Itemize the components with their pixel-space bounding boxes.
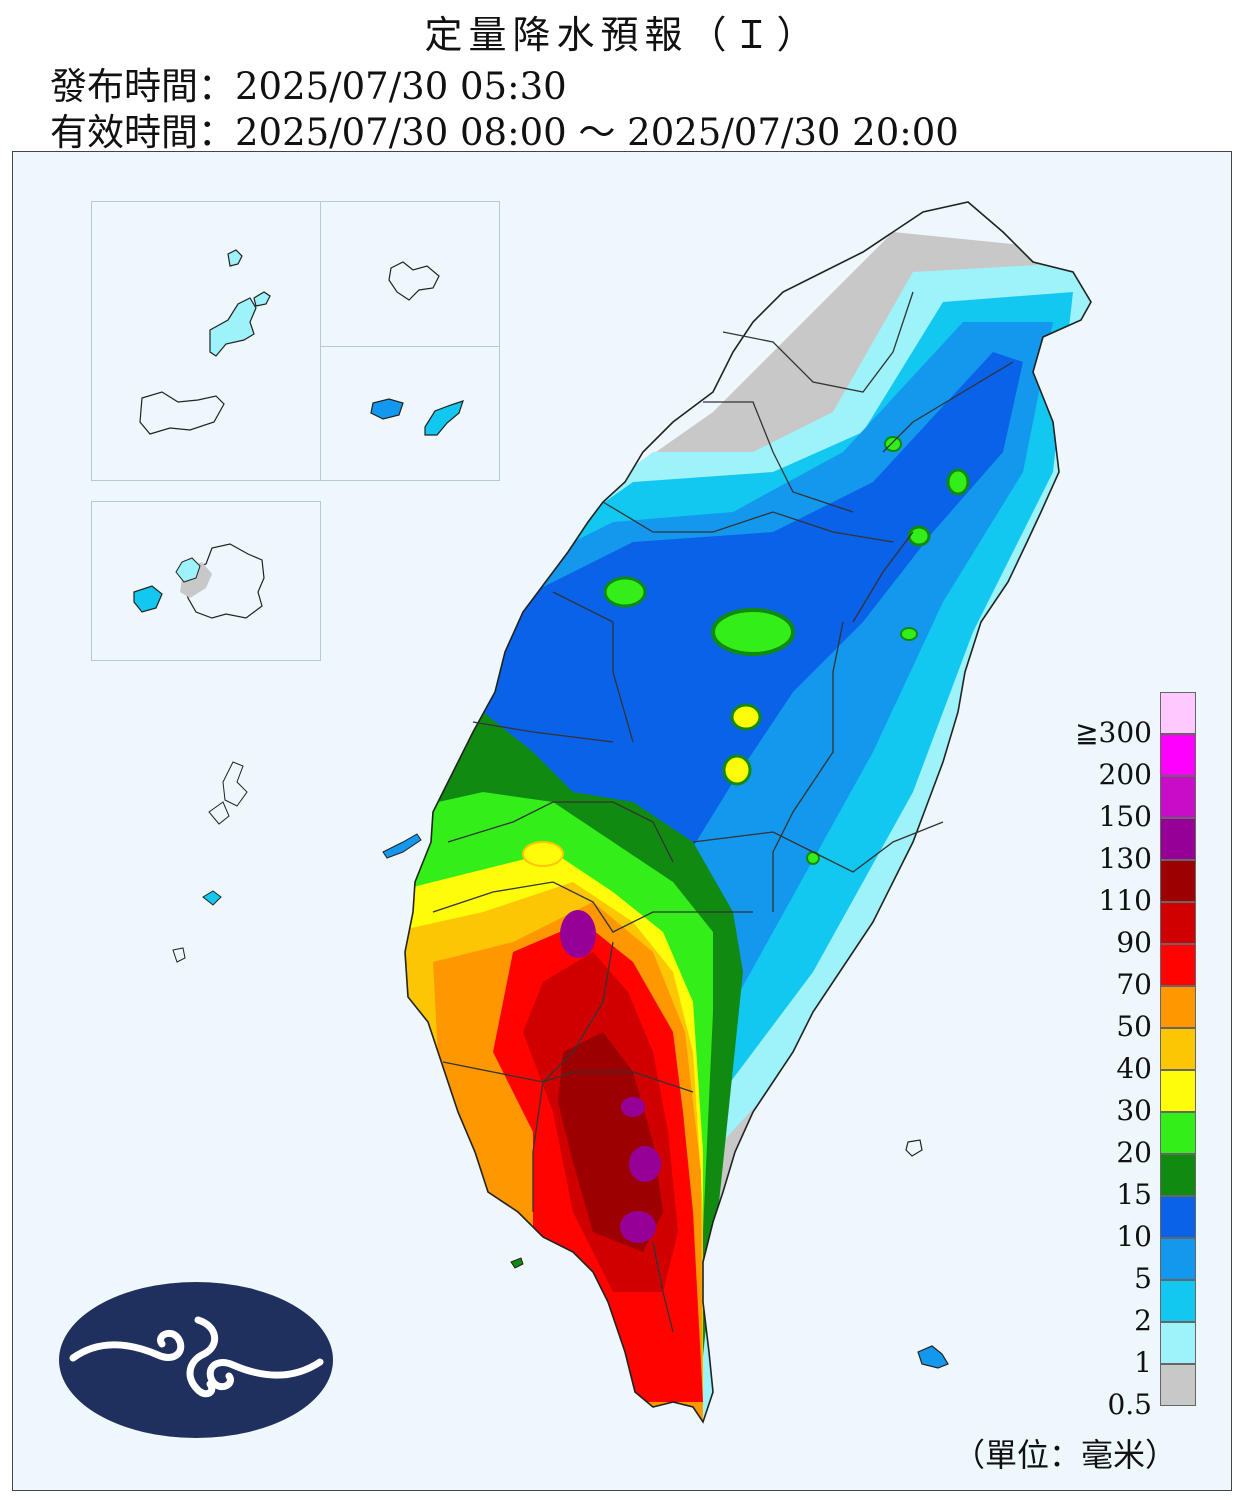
legend-swatch	[1160, 986, 1196, 1028]
legend-label: 90	[1116, 926, 1152, 959]
valid-time-label: 有效時間：	[50, 111, 235, 154]
legend-label: 2	[1134, 1304, 1152, 1337]
matsu-islands-map	[139, 249, 271, 435]
penghu-islands-map	[133, 543, 265, 619]
legend-label: 30	[1116, 1094, 1152, 1127]
issue-time-value: 2025/07/30 05:30	[235, 65, 567, 108]
inset-matsu	[91, 201, 321, 481]
legend-swatch	[1160, 1238, 1196, 1280]
cwa-logo	[59, 1282, 333, 1438]
legend-label: 200	[1098, 758, 1152, 791]
legend-swatch	[1160, 1280, 1196, 1322]
legend-swatch	[1160, 902, 1196, 944]
legend-label: ≧300	[1075, 716, 1152, 749]
xiaoliuqiu-island	[510, 1257, 524, 1269]
legend-swatch	[1160, 1112, 1196, 1154]
legend-label: 40	[1116, 1052, 1152, 1085]
kinmen-islands-map	[370, 398, 464, 436]
county-boundaries	[432, 291, 1014, 1333]
rainfall-fill	[405, 202, 1091, 1422]
map-title: 定量降水預報（Ｉ）	[424, 13, 821, 57]
issue-time-label: 發布時間：	[50, 65, 235, 108]
legend-label: 130	[1098, 842, 1152, 875]
legend-label: 1	[1134, 1346, 1152, 1379]
legend-swatch	[1160, 818, 1196, 860]
legend-label: 10	[1116, 1220, 1152, 1253]
legend-swatch	[1160, 776, 1196, 818]
legend-swatch	[1160, 1364, 1196, 1406]
legend-swatch	[1160, 860, 1196, 902]
lanyu-island	[917, 1345, 949, 1369]
legend-label: 150	[1098, 800, 1152, 833]
legend-label: 5	[1134, 1262, 1152, 1295]
inset-penghu-lanyu	[91, 501, 321, 661]
issue-time-line: 發布時間：2025/07/30 05:30	[50, 56, 567, 110]
taiwan-coastline	[404, 201, 1092, 1424]
legend-swatch	[1160, 734, 1196, 776]
inset-wuqiu	[320, 201, 500, 348]
unit-label: （單位：毫米）	[953, 1436, 1178, 1474]
penghu-islands	[382, 833, 422, 859]
rainfall-spots	[522, 436, 970, 1243]
wuqiu-islands-map	[388, 261, 440, 301]
legend-swatch	[1160, 1322, 1196, 1364]
valid-time-line: 有效時間：2025/07/30 08:00 ～ 2025/07/30 20:00	[50, 102, 959, 156]
legend-label: 0.5	[1107, 1388, 1152, 1421]
inset-kinmen	[320, 346, 500, 481]
legend-swatch	[1160, 1070, 1196, 1112]
legend-swatch	[1160, 1196, 1196, 1238]
legend-swatch	[1160, 944, 1196, 986]
legend-label: 50	[1116, 1010, 1152, 1043]
legend-swatch	[1160, 1154, 1196, 1196]
taiwan-rainfall-map	[172, 201, 1092, 1424]
legend-swatch	[1160, 1028, 1196, 1070]
legend-swatch	[1160, 692, 1196, 734]
green-island	[905, 1139, 923, 1157]
penghu-main-islands	[172, 761, 248, 963]
legend-label: 110	[1098, 884, 1152, 917]
map-frame: 0.5 1 2 5 10 15 20 30 40 50 70 90 110 130 150 200 ≧300 （…	[12, 151, 1232, 1491]
legend-label: 70	[1116, 968, 1152, 1001]
legend-label: 15	[1116, 1178, 1152, 1211]
valid-time-value: 2025/07/30 08:00 ～ 2025/07/30 20:00	[235, 111, 959, 154]
legend-label: 20	[1116, 1136, 1152, 1169]
